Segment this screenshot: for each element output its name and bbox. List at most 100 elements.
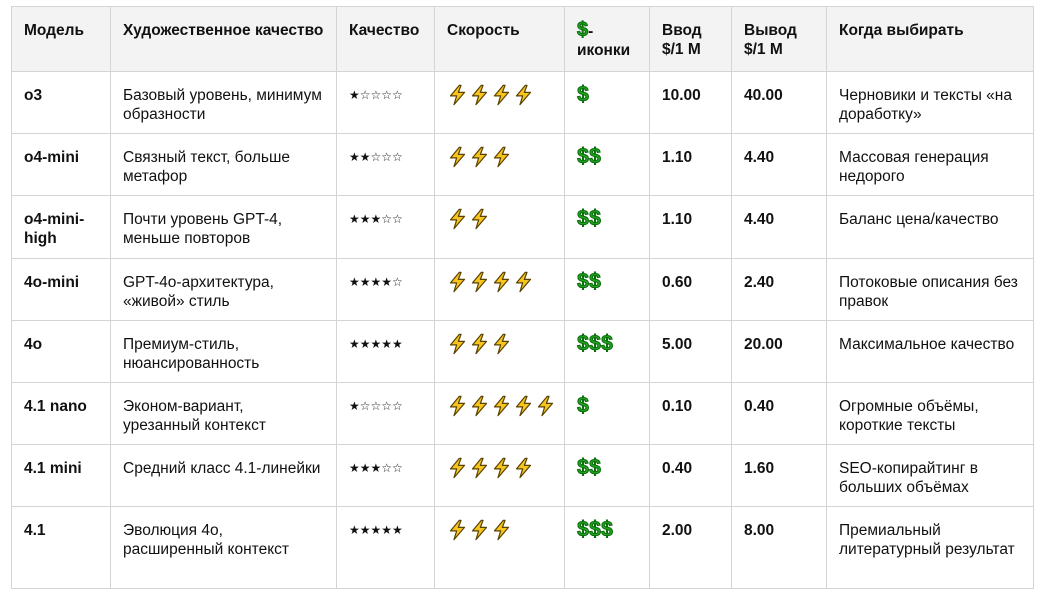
dollar-icon: $ [577, 332, 590, 355]
header-art-quality: Художественное качество [110, 6, 337, 72]
when-to-choose: Массовая генерация недорого [826, 133, 1034, 196]
header-cost-icons-label: -иконки [577, 23, 631, 59]
dollar-icon: $ [589, 332, 602, 355]
lightning-icon [469, 333, 490, 355]
quality-stars: ★★★☆☆ [336, 195, 435, 259]
dollar-icon: $ [577, 456, 590, 479]
lightning-icon [513, 457, 534, 479]
model-name: o4-mini [11, 133, 111, 196]
lightning-icon [491, 84, 512, 106]
dollar-icon: $ [589, 145, 602, 168]
dollar-icon: $ [589, 270, 602, 293]
lightning-icon [447, 84, 468, 106]
dollar-icon: $ [576, 19, 589, 41]
table-row: 4o Премиум-стиль, нюансированность ★★★★★ $$… [11, 320, 1034, 383]
model-name: o4-mini-high [11, 195, 111, 259]
speed-rating [434, 506, 565, 589]
lightning-icon [469, 146, 490, 168]
when-to-choose: Премиальный литературный результат [826, 506, 1034, 589]
when-to-choose: SEO-копирайтинг в больших объёмах [826, 444, 1034, 507]
header-row: Модель Художественное качество Качество … [11, 6, 1034, 72]
when-to-choose: Огромные объёмы, короткие тексты [826, 382, 1034, 445]
lightning-icon [447, 333, 468, 355]
model-name: 4o-mini [11, 258, 111, 321]
model-name: 4.1 [11, 506, 111, 589]
lightning-icon [491, 457, 512, 479]
table-row: o4-mini Связный текст, больше метафор ★★☆☆… [11, 133, 1034, 196]
speed-rating [434, 382, 565, 445]
model-name: 4.1 nano [11, 382, 111, 445]
lightning-icon [491, 146, 512, 168]
output-price: 40.00 [731, 71, 827, 134]
dollar-icon: $ [577, 394, 590, 417]
speed-rating [434, 258, 565, 321]
art-quality-description: Связный текст, больше метафор [110, 133, 337, 196]
art-quality-description: Почти уровень GPT-4, меньше повторов [110, 195, 337, 259]
when-to-choose: Максимальное качество [826, 320, 1034, 383]
quality-stars: ★★★★★ [336, 506, 435, 589]
lightning-icon [513, 84, 534, 106]
output-price: 2.40 [731, 258, 827, 321]
cost-rating: $$ [564, 444, 650, 507]
input-price: 0.60 [649, 258, 732, 321]
input-price: 1.10 [649, 195, 732, 259]
output-price: 4.40 [731, 133, 827, 196]
art-quality-description: Эволюция 4o, расширенный контекст [110, 506, 337, 589]
lightning-icon [447, 519, 468, 541]
art-quality-description: GPT-4o-архитектура, «живой» стиль [110, 258, 337, 321]
dollar-icon: $ [577, 270, 590, 293]
lightning-icon [535, 395, 556, 417]
when-to-choose: Черновики и тексты «на доработку» [826, 71, 1034, 134]
header-input-price: Ввод $/1 M [649, 6, 732, 72]
cost-rating: $ [564, 71, 650, 134]
when-to-choose: Потоковые описания без правок [826, 258, 1034, 321]
speed-rating [434, 320, 565, 383]
output-price: 8.00 [731, 506, 827, 589]
dollar-icon: $ [577, 83, 590, 106]
lightning-icon [513, 395, 534, 417]
quality-stars: ★★★★☆ [336, 258, 435, 321]
output-price: 20.00 [731, 320, 827, 383]
table-row: 4.1 nano Эконом-вариант, урезанный контек… [11, 382, 1034, 445]
header-quality: Качество [336, 6, 435, 72]
cost-rating: $$ [564, 258, 650, 321]
input-price: 10.00 [649, 71, 732, 134]
lightning-icon [447, 208, 468, 230]
dollar-icon: $ [601, 518, 614, 541]
model-name: 4.1 mini [11, 444, 111, 507]
lightning-icon [469, 457, 490, 479]
speed-rating [434, 133, 565, 196]
speed-rating [434, 195, 565, 259]
dollar-icon: $ [577, 518, 590, 541]
lightning-icon [491, 395, 512, 417]
cost-rating: $$$ [564, 320, 650, 383]
art-quality-description: Базовый уровень, минимум образности [110, 71, 337, 134]
input-price: 0.40 [649, 444, 732, 507]
lightning-icon [469, 271, 490, 293]
table-header: Модель Художественное качество Качество … [11, 6, 1034, 72]
output-price: 0.40 [731, 382, 827, 445]
dollar-icon: $ [589, 518, 602, 541]
output-price: 1.60 [731, 444, 827, 507]
table-row: o4-mini-high Почти уровень GPT-4, меньше … [11, 195, 1034, 259]
art-quality-description: Эконом-вариант, урезанный контекст [110, 382, 337, 445]
lightning-icon [469, 519, 490, 541]
quality-stars: ★☆☆☆☆ [336, 71, 435, 134]
cost-rating: $$ [564, 133, 650, 196]
lightning-icon [491, 519, 512, 541]
dollar-icon: $ [577, 207, 590, 230]
input-price: 1.10 [649, 133, 732, 196]
output-price: 4.40 [731, 195, 827, 259]
comparison-table-wrapper: Модель Художественное качество Качество … [11, 6, 1034, 589]
input-price: 2.00 [649, 506, 732, 589]
header-output-price: Вывод $/1 M [731, 6, 827, 72]
header-model: Модель [11, 6, 111, 72]
header-when-to-choose: Когда выбирать [826, 6, 1034, 72]
speed-rating [434, 71, 565, 134]
table-row: 4.1 mini Средний класс 4.1-линейки ★★★☆☆ $$… [11, 444, 1034, 507]
lightning-icon [469, 395, 490, 417]
model-name: 4o [11, 320, 111, 383]
lightning-icon [469, 208, 490, 230]
quality-stars: ★☆☆☆☆ [336, 382, 435, 445]
table-row: o3 Базовый уровень, минимум образности ★☆☆… [11, 71, 1034, 134]
